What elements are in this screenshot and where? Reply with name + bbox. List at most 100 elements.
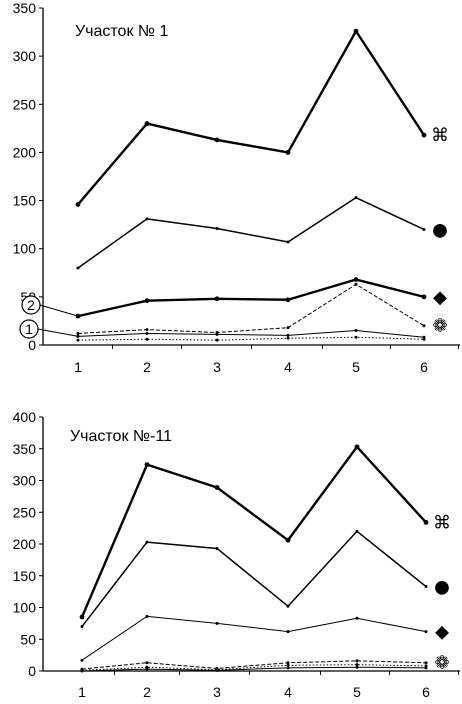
data-point: [145, 337, 149, 341]
x-tick-label: 2: [143, 359, 151, 375]
series-line-4: [77, 283, 425, 334]
data-point: [145, 614, 149, 618]
data-point: [215, 332, 219, 336]
x-tick-label: 3: [213, 684, 221, 700]
data-point: [286, 666, 290, 670]
x-tick-label: 5: [353, 684, 361, 700]
data-point: [355, 665, 359, 669]
data-point: [144, 298, 150, 304]
x-tick-label: 6: [422, 684, 430, 700]
series-symbol-1: ⌘: [433, 512, 451, 533]
data-point: [286, 630, 290, 634]
data-point: [145, 667, 149, 671]
data-point: [145, 217, 149, 221]
data-point: [354, 329, 358, 333]
series-symbol-4: ❁: [432, 316, 447, 337]
series-line-5: [77, 330, 425, 338]
data-point: [145, 328, 149, 332]
y-tick-label: 250: [13, 96, 37, 112]
x-tick-label: 4: [284, 684, 292, 700]
y-tick-label: 250: [13, 504, 37, 520]
series-line-1: [80, 445, 427, 618]
data-point: [76, 266, 80, 270]
data-point: [423, 520, 429, 525]
data-point: [424, 661, 428, 665]
series-line-1: [77, 29, 426, 206]
data-point: [354, 196, 358, 200]
data-point: [354, 444, 360, 450]
x-tick-label: 6: [420, 359, 428, 375]
series-line-6: [81, 666, 427, 672]
chart-title: Участок №-11: [70, 428, 172, 445]
y-tick-label: 400: [13, 409, 37, 425]
data-point: [286, 240, 290, 244]
series-line-4: [81, 660, 427, 670]
series-line-3: [81, 615, 427, 661]
annotation-label: 1: [25, 321, 33, 337]
y-tick-label: 200: [13, 536, 37, 552]
data-point: [355, 529, 359, 533]
data-point: [286, 604, 290, 608]
data-point: [144, 121, 150, 126]
data-point: [145, 331, 149, 335]
data-point: [214, 137, 220, 143]
data-point: [424, 630, 428, 634]
data-point: [422, 324, 426, 328]
series-symbol-1: ⌘: [431, 125, 449, 146]
chart-panel-1: Участок № 1 050100150200250300350123456⌘…: [13, 0, 460, 375]
data-point: [353, 28, 359, 34]
data-point: [424, 666, 428, 670]
data-point: [285, 537, 291, 543]
x-tick-label: 1: [78, 684, 86, 700]
x-tick-label: 5: [352, 359, 360, 375]
series-line-2: [81, 530, 427, 628]
data-point: [355, 616, 359, 620]
data-point: [286, 661, 290, 665]
data-point: [286, 333, 290, 337]
y-tick-label: 200: [13, 144, 37, 160]
series-line-3: [77, 278, 425, 318]
data-point: [285, 150, 291, 155]
data-point: [214, 485, 220, 490]
data-point: [424, 585, 428, 589]
data-point: [79, 614, 85, 620]
data-point: [355, 659, 359, 663]
x-tick-label: 3: [213, 359, 221, 375]
series-symbol-3: ◆: [433, 287, 447, 308]
data-point: [286, 663, 290, 667]
data-point: [214, 296, 220, 302]
series-symbol-2: ●: [434, 577, 450, 598]
x-tick-label: 4: [284, 359, 292, 375]
data-point: [354, 282, 358, 286]
y-tick-label: 300: [13, 48, 37, 64]
y-tick-label: 150: [13, 568, 37, 584]
data-point: [286, 336, 290, 340]
data-point: [215, 621, 219, 625]
data-point: [421, 294, 427, 300]
y-tick-label: 0: [28, 337, 36, 353]
data-point: [215, 226, 219, 230]
data-point: [76, 338, 80, 342]
y-tick-label: 50: [20, 631, 36, 647]
y-tick-label: 100: [13, 241, 37, 257]
data-point: [354, 335, 358, 339]
chart-title: Участок № 1: [75, 23, 169, 40]
y-tick-label: 0: [28, 663, 36, 679]
data-point: [145, 540, 149, 544]
series-symbol-4: ❁: [434, 653, 449, 674]
data-point: [355, 663, 359, 667]
y-tick-label: 350: [13, 0, 37, 16]
data-point: [285, 297, 291, 303]
series-line-6: [77, 336, 425, 341]
data-point: [75, 202, 81, 207]
series-line-2: [77, 196, 425, 269]
data-point: [80, 658, 84, 662]
y-tick-label: 100: [13, 600, 37, 616]
data-point: [422, 337, 426, 341]
chart-panel-2: Участок №-11 0 50 100 150 200 250 300 350 400 1 2 3…: [13, 409, 460, 700]
data-point: [215, 338, 219, 342]
series-symbol-3: ◆: [435, 622, 449, 643]
data-point: [215, 668, 219, 672]
y-tick-label: 150: [13, 193, 37, 209]
y-tick-label: 300: [13, 473, 37, 489]
